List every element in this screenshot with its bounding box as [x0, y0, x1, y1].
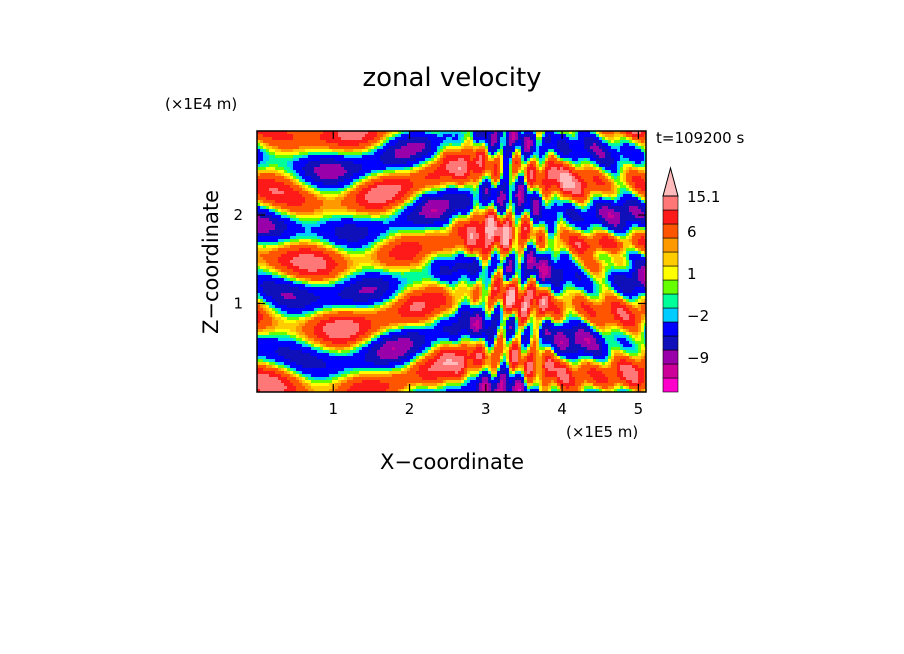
- colorbar-segment-7: [662, 279, 679, 295]
- y-axis-label: Z−coordinate: [199, 190, 223, 334]
- y-tick-label-1: 2: [233, 206, 243, 224]
- x-tick-label-4: 5: [634, 400, 644, 418]
- colorbar-label-2: 1: [687, 265, 697, 283]
- y-axis: 12: [233, 206, 646, 313]
- chart-title: zonal velocity: [362, 63, 541, 93]
- colorbar-label-0: 15.1: [687, 188, 720, 206]
- colorbar-segment-10: [662, 237, 679, 253]
- y-unit-label: (×1E4 m): [165, 95, 237, 113]
- colorbar-label-4: −9: [687, 349, 709, 367]
- colorbar-segment-1: [662, 363, 679, 379]
- x-axis-label: X−coordinate: [380, 450, 524, 474]
- x-axis: 1 2 3 4 5: [329, 131, 644, 418]
- colorbar-overflow-triangle: [662, 166, 679, 197]
- x-tick-label-1: 2: [405, 400, 415, 418]
- velocity-field: [257, 131, 646, 392]
- colorbar-segment-12: [662, 209, 679, 225]
- y-tick-label-0: 1: [233, 295, 243, 313]
- colorbar-segment-6: [662, 293, 679, 309]
- plot-frame: [256, 130, 647, 393]
- x-tick-label-0: 1: [329, 400, 339, 418]
- x-unit-label: (×1E5 m): [566, 423, 638, 441]
- time-label: t=109200 s: [656, 129, 744, 147]
- colorbar: 15.1 6 1 −2 −9: [662, 166, 720, 393]
- colorbar-segment-0: [662, 377, 679, 393]
- x-tick-label-2: 3: [481, 400, 491, 418]
- colorbar-segment-11: [662, 223, 679, 239]
- colorbar-label-1: 6: [687, 223, 697, 241]
- colorbar-segment-5: [662, 307, 679, 323]
- colorbar-segment-3: [662, 335, 679, 351]
- colorbar-label-3: −2: [687, 307, 709, 325]
- colorbar-segment-9: [662, 251, 679, 267]
- x-tick-label-3: 4: [557, 400, 567, 418]
- colorbar-segment-13: [662, 195, 679, 211]
- colorbar-segment-4: [662, 321, 679, 337]
- colorbar-segment-8: [662, 265, 679, 281]
- colorbar-segment-2: [662, 349, 679, 365]
